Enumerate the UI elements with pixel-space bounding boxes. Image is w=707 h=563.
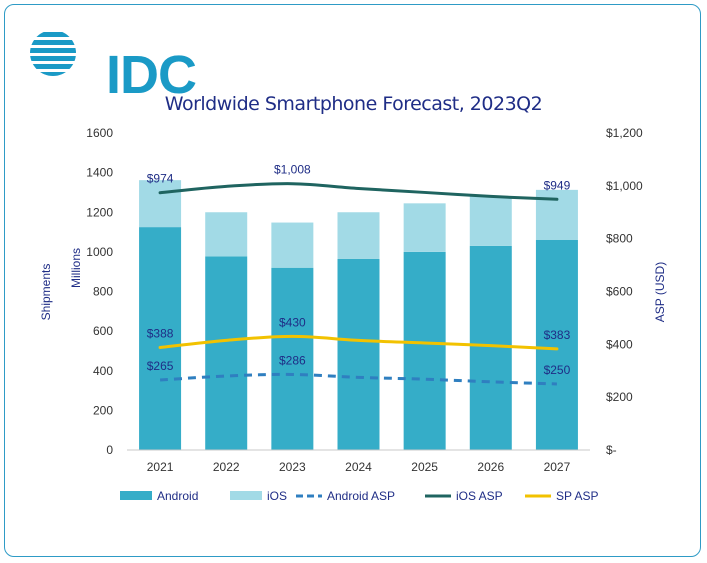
data-label: $974 [147,172,174,186]
bar-android [271,267,314,450]
bar-ios [469,196,512,246]
data-label: $388 [147,327,174,341]
y-right-title: ASP (USD) [653,262,667,322]
bar-android [535,239,578,450]
bar-ios [205,212,248,257]
line-android-asp [159,372,557,386]
legend-label-sp-asp: SP ASP [556,489,598,503]
bar-ios [139,180,182,228]
x-tick-label: 2027 [544,460,571,474]
data-label: $286 [279,353,306,367]
chart-title: Worldwide Smartphone Forecast, 2023Q2 [164,93,543,115]
y-left-inner-title: Millions [69,248,83,288]
y-right-tick-label: $200 [606,390,633,404]
globe-icon [30,32,76,76]
line-ios-asp [158,182,559,201]
idc-logo-text: IDC [106,45,197,105]
y-left-tick-label: 0 [106,443,113,457]
x-tick-label: 2021 [147,460,174,474]
y-left-tick-label: 1400 [86,166,113,180]
legend-label-ios: iOS [267,489,287,503]
y-left-outer-title: Shipments [39,264,53,321]
bar-ios [403,203,446,252]
legend-swatch-ios [230,491,262,500]
legend-label-ios-asp: iOS ASP [456,489,503,503]
idc-logo: IDC [28,28,197,102]
bar-android [205,256,248,450]
data-label: $1,008 [274,163,311,177]
legend-label-android: Android [157,489,198,503]
line-sp-asp [158,334,559,351]
y-right-tick-label: $1,200 [606,126,643,140]
x-tick-label: 2025 [411,460,438,474]
bar-android [139,227,182,450]
y-left-tick-label: 200 [93,403,113,417]
y-right-tick-label: $400 [606,337,633,351]
x-tick-label: 2022 [213,460,240,474]
data-label: $265 [147,359,174,373]
y-left-tick-label: 400 [93,364,113,378]
y-right-tick-label: $1,000 [606,179,643,193]
y-left-tick-label: 1200 [86,205,113,219]
y-left-tick-label: 600 [93,324,113,338]
data-label: $949 [544,178,571,192]
y-left-tick-label: 800 [93,285,113,299]
x-tick-label: 2026 [477,460,504,474]
y-right-tick-label: $800 [606,232,633,246]
data-label: $430 [279,315,306,329]
bar-android [337,258,380,450]
y-right-tick-label: $600 [606,285,633,299]
legend-swatch-android [120,491,152,500]
bar-ios [337,212,380,259]
bar-android [403,251,446,450]
legend-label-android-asp: Android ASP [327,489,395,503]
data-label: $383 [544,328,571,342]
x-tick-label: 2024 [345,460,372,474]
bar-android [469,245,512,450]
data-label: $250 [544,363,571,377]
y-left-tick-label: 1600 [86,126,113,140]
y-left-tick-label: 1000 [86,245,113,259]
y-right-tick-label: $- [606,443,617,457]
bar-ios [271,222,314,268]
x-tick-label: 2023 [279,460,306,474]
